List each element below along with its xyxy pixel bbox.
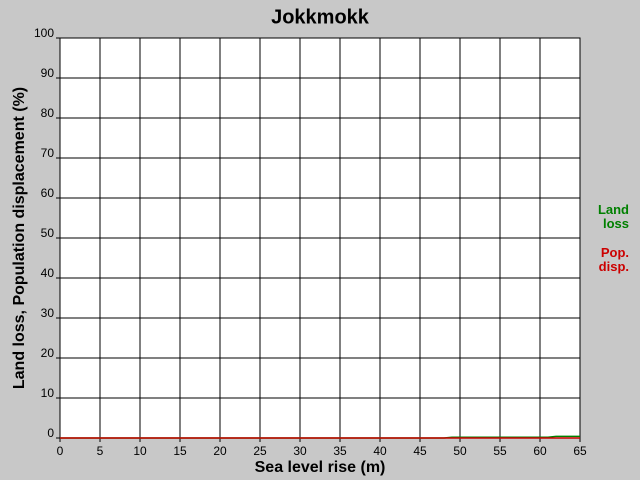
y-tick-label: 10	[41, 386, 55, 400]
legend-entry: Land loss	[597, 202, 629, 231]
x-tick-label: 60	[533, 444, 547, 458]
chart-title: Jokkmokk	[271, 6, 370, 28]
y-tick-label: 60	[41, 186, 55, 200]
y-tick-label: 50	[41, 226, 55, 240]
y-tick-label: 40	[41, 266, 55, 280]
x-tick-label: 25	[253, 444, 267, 458]
x-tick-label: 45	[413, 444, 427, 458]
y-tick-label: 100	[34, 26, 54, 40]
x-axis-label: Sea level rise (m)	[255, 459, 386, 476]
x-tick-label: 0	[57, 444, 64, 458]
x-tick-label: 20	[213, 444, 227, 458]
x-tick-label: 10	[133, 444, 147, 458]
x-tick-label: 35	[333, 444, 347, 458]
y-tick-label: 0	[47, 426, 54, 440]
x-tick-label: 15	[173, 444, 187, 458]
x-tick-label: 50	[453, 444, 467, 458]
y-tick-label: 70	[41, 146, 55, 160]
x-tick-label: 30	[293, 444, 307, 458]
y-axis-label: Land loss, Population displacement (%)	[11, 87, 28, 389]
x-tick-label: 5	[97, 444, 104, 458]
y-tick-label: 80	[41, 106, 55, 120]
y-tick-label: 20	[41, 346, 55, 360]
legend-entry: Pop. disp.	[598, 245, 629, 274]
y-tick-label: 90	[41, 66, 55, 80]
x-tick-label: 55	[493, 444, 507, 458]
y-tick-label: 30	[41, 306, 55, 320]
x-tick-label: 40	[373, 444, 387, 458]
x-tick-label: 65	[573, 444, 587, 458]
